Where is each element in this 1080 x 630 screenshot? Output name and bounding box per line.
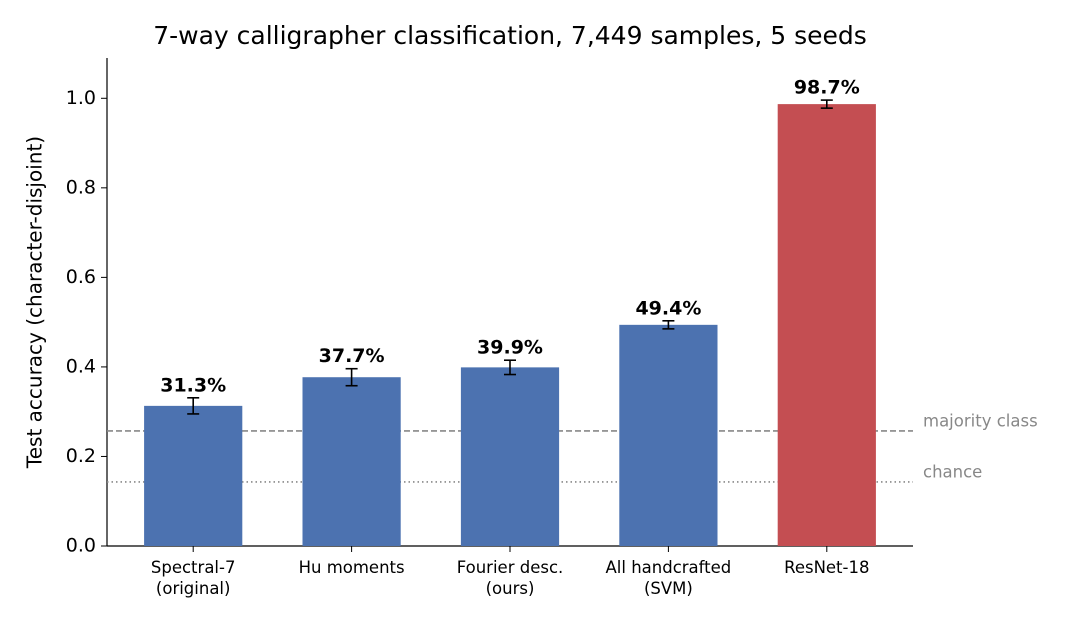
x-tick-label: ResNet-18	[784, 558, 870, 577]
value-label: 31.3%	[160, 374, 226, 396]
y-tick-label: 0.4	[66, 355, 96, 377]
x-tick-label: Spectral-7 (original)	[150, 558, 236, 598]
x-tick-label: Hu moments	[298, 558, 405, 577]
x-tick-label: All handcrafted (SVM)	[605, 558, 732, 598]
value-label: 98.7%	[794, 77, 860, 99]
bar	[460, 367, 560, 546]
y-axis-label: Test accuracy (character-disjoint)	[23, 136, 47, 469]
y-tick-label: 1.0	[66, 87, 96, 109]
bar	[302, 377, 401, 546]
y-tick-label: 0.2	[66, 445, 96, 467]
y-tick-label: 0.8	[66, 176, 96, 198]
y-tick-label: 0.0	[66, 535, 96, 557]
chart-title: 7-way calligrapher classification, 7,449…	[153, 21, 867, 50]
y-tick-label: 0.6	[66, 266, 96, 288]
value-label: 39.9%	[477, 337, 543, 359]
bar	[619, 324, 718, 546]
value-label: 37.7%	[319, 345, 385, 367]
bar	[777, 104, 876, 546]
bar	[144, 405, 243, 546]
reference-label: majority class	[923, 411, 1038, 430]
x-tick-label: Fourier desc. (ours)	[456, 558, 564, 598]
reference-label: chance	[923, 462, 982, 481]
value-label: 49.4%	[635, 297, 701, 319]
